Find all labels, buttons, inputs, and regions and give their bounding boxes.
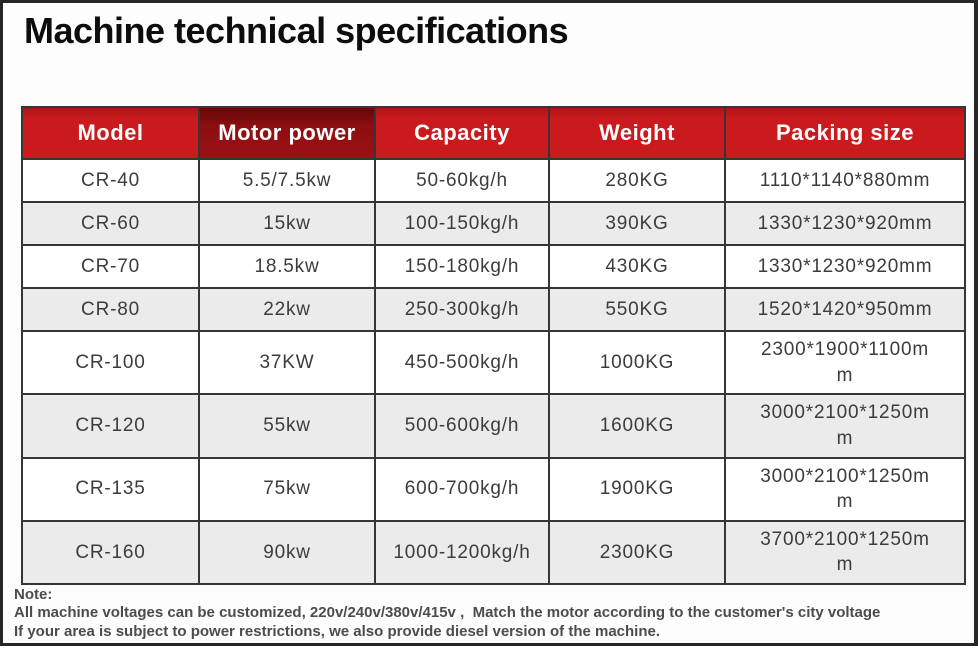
column-header-capacity: Capacity [374, 106, 550, 160]
cell-weight: 1900KG [548, 456, 726, 522]
cropped-page-edge [0, 646, 978, 649]
cell-weight: 2300KG [548, 519, 726, 586]
column-header-packing-size: Packing size [724, 106, 966, 160]
cell-packing-size: 3000*2100*1250m m [724, 456, 966, 522]
cell-packing-size: 2300*1900*1100m m [724, 329, 966, 396]
cell-capacity: 450-500kg/h [374, 329, 550, 396]
table-row: CR-60 15kw 100-150kg/h 390KG 1330*1230*920mm [21, 201, 966, 246]
cell-packing-size: 1330*1230*920mm [724, 201, 966, 246]
cell-model: CR-160 [21, 519, 200, 586]
cell-packing-size: 1520*1420*950mm [724, 287, 966, 332]
cell-weight: 550KG [548, 287, 726, 332]
cell-model: CR-135 [21, 456, 200, 522]
cell-motor-power: 5.5/7.5kw [198, 158, 376, 203]
note-label: Note: [14, 586, 53, 603]
cell-capacity: 100-150kg/h [374, 201, 550, 246]
cell-capacity: 600-700kg/h [374, 456, 550, 522]
cell-weight: 280KG [548, 158, 726, 203]
cell-capacity: 50-60kg/h [374, 158, 550, 203]
page-title: Machine technical specifications [24, 10, 569, 51]
column-header-motor-power: Motor power [198, 106, 376, 160]
cell-model: CR-80 [21, 287, 200, 332]
cell-model: CR-120 [21, 393, 200, 459]
note: Note: All machine voltages can be custom… [14, 586, 972, 641]
column-header-model: Model [21, 106, 200, 160]
cell-motor-power: 75kw [198, 456, 376, 522]
cell-capacity: 150-180kg/h [374, 244, 550, 289]
table-row: CR-160 90kw 1000-1200kg/h 2300KG 3700*2100*1… [21, 519, 966, 586]
cell-motor-power: 22kw [198, 287, 376, 332]
spec-table: Model Motor power Capacity Weight Packin… [21, 106, 966, 586]
note-line-2: If your area is subject to power restric… [14, 622, 661, 640]
table-row: CR-135 75kw 600-700kg/h 1900KG 3000*2100*125… [21, 456, 966, 522]
cell-model: CR-40 [21, 158, 200, 203]
table-row: CR-70 18.5kw 150-180kg/h 430KG 1330*1230*920… [21, 244, 966, 289]
cell-model: CR-60 [21, 201, 200, 246]
table-row: CR-40 5.5/7.5kw 50-60kg/h 280KG 1110*1140*88… [21, 158, 966, 203]
cell-capacity: 1000-1200kg/h [374, 519, 550, 586]
cell-motor-power: 90kw [198, 519, 376, 586]
cell-weight: 390KG [548, 201, 726, 246]
cell-weight: 430KG [548, 244, 726, 289]
spec-table-header-row: Model Motor power Capacity Weight Packin… [21, 106, 966, 160]
cell-packing-size: 1110*1140*880mm [724, 158, 966, 203]
note-line-1: All machine voltages can be customized, … [14, 604, 881, 622]
cell-model: CR-100 [21, 329, 200, 396]
cell-packing-size: 3700*2100*1250m m [724, 519, 966, 586]
spec-table-body: CR-40 5.5/7.5kw 50-60kg/h 280KG 1110*1140*88… [21, 158, 966, 586]
cell-weight: 1000KG [548, 329, 726, 396]
table-row: CR-80 22kw 250-300kg/h 550KG 1520*1420*950mm [21, 287, 966, 332]
cell-motor-power: 55kw [198, 393, 376, 459]
cell-weight: 1600KG [548, 393, 726, 459]
cell-motor-power: 37KW [198, 329, 376, 396]
cell-motor-power: 18.5kw [198, 244, 376, 289]
cell-capacity: 250-300kg/h [374, 287, 550, 332]
cell-packing-size: 3000*2100*1250m m [724, 393, 966, 459]
column-header-weight: Weight [548, 106, 726, 160]
cell-capacity: 500-600kg/h [374, 393, 550, 459]
cell-motor-power: 15kw [198, 201, 376, 246]
cell-model: CR-70 [21, 244, 200, 289]
table-row: CR-120 55kw 500-600kg/h 1600KG 3000*2100*125… [21, 393, 966, 459]
cell-packing-size: 1330*1230*920mm [724, 244, 966, 289]
table-row: CR-100 37KW 450-500kg/h 1000KG 2300*1900*110… [21, 329, 966, 396]
